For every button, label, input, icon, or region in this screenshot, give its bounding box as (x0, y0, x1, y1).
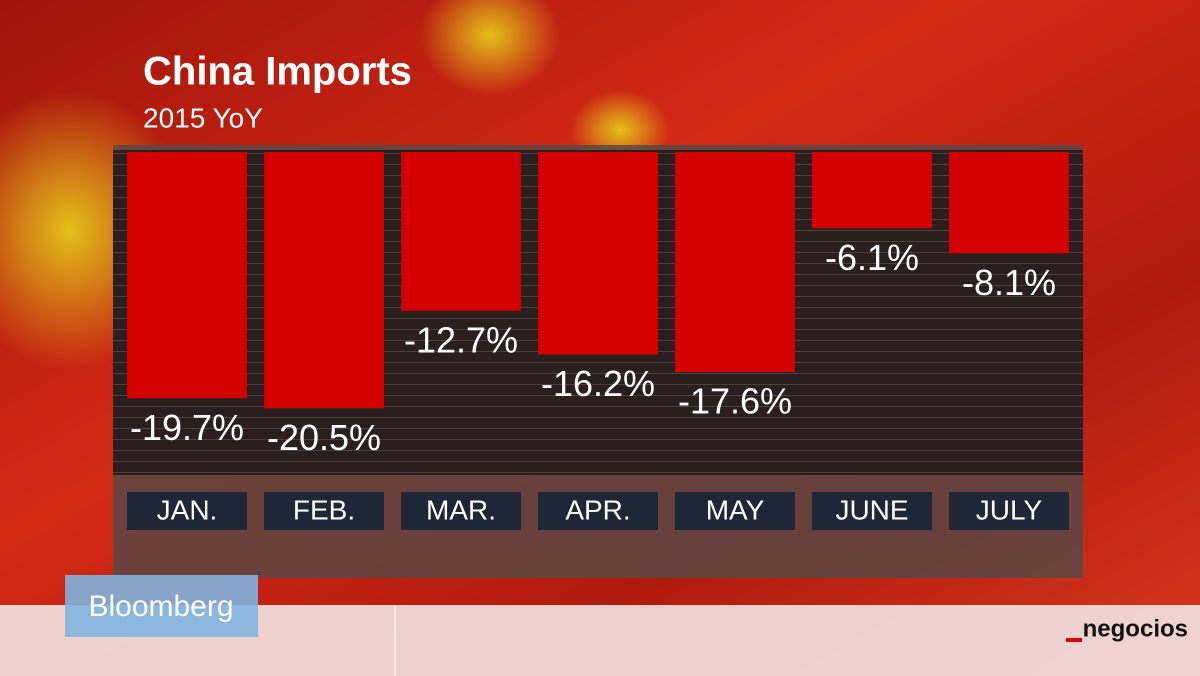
x-tick-label: JAN. (157, 494, 218, 525)
category-box (264, 492, 384, 530)
x-tick-label: JULY (976, 494, 1043, 525)
bar (538, 152, 658, 355)
bar (812, 152, 932, 229)
category-box (675, 492, 795, 530)
x-tick-label: APR. (565, 494, 630, 525)
value-label: -17.6% (678, 381, 792, 422)
bars: -19.7% JAN. -20.5% FEB. -12.7% MAR. -16.2% APR.… (127, 152, 1069, 530)
value-label: -6.1% (825, 237, 919, 278)
x-tick-label: FEB. (293, 494, 355, 525)
value-label: -20.5% (267, 417, 381, 458)
value-label: -8.1% (962, 262, 1056, 303)
value-label: -16.2% (541, 363, 655, 404)
chart-title: China Imports (143, 50, 412, 94)
bar (264, 152, 384, 409)
value-label: -19.7% (130, 407, 244, 448)
flag-star (420, 0, 560, 95)
category-box (538, 492, 658, 530)
source-logo-accent (1066, 638, 1082, 642)
category-box (812, 492, 932, 530)
category-box (949, 492, 1069, 530)
chart-subtitle: 2015 YoY (143, 102, 263, 133)
category-box (127, 492, 247, 530)
broadcaster-logo: Bloomberg (88, 590, 233, 623)
source-logo: negocios (1083, 615, 1188, 642)
broadcaster-box (65, 575, 258, 637)
x-tick-label: MAR. (426, 494, 496, 525)
bar (675, 152, 795, 372)
x-tick-label: JUNE (835, 494, 908, 525)
value-label: -12.7% (404, 319, 518, 360)
category-box (401, 492, 521, 530)
bar (949, 152, 1069, 254)
bar (401, 152, 521, 311)
x-tick-label: MAY (706, 494, 765, 525)
bar (127, 152, 247, 399)
